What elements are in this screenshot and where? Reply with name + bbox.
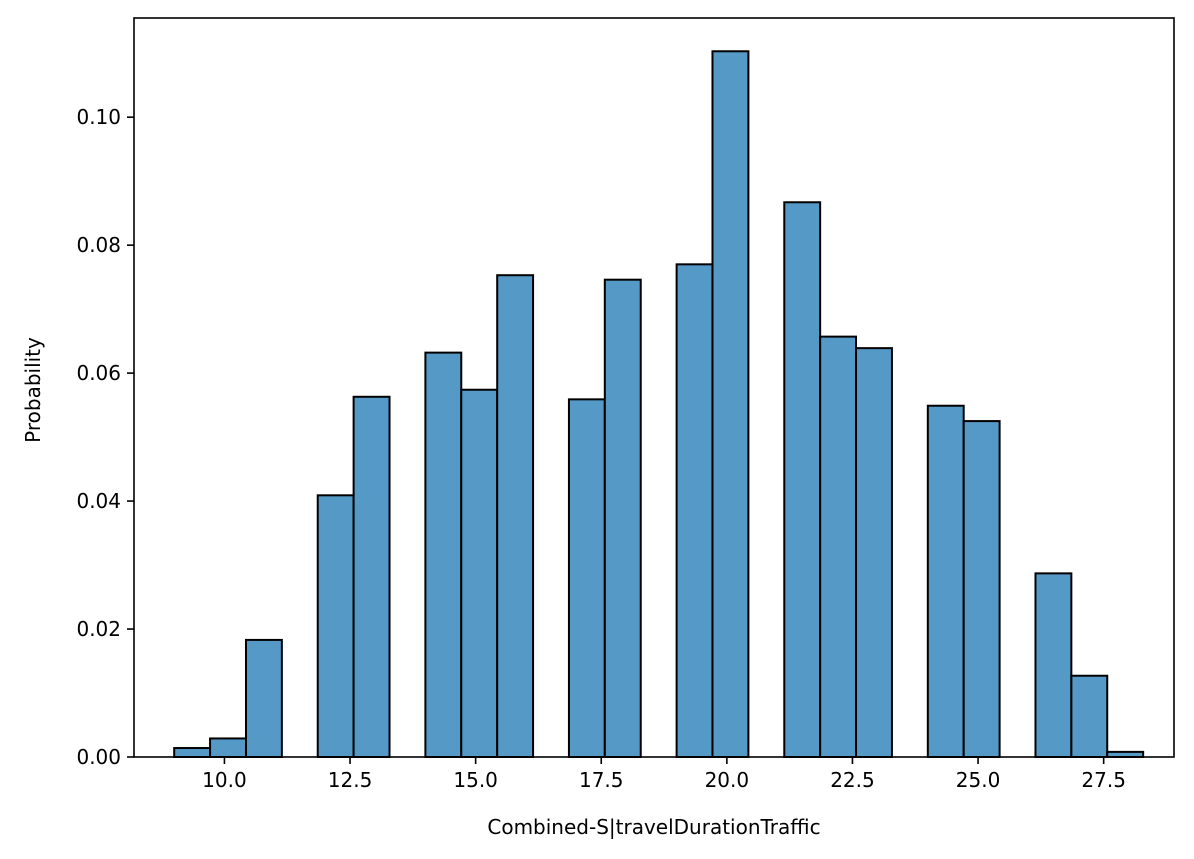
plot-frame xyxy=(133,17,1175,758)
y-tick-label: 0.00 xyxy=(76,745,121,769)
y-axis-ticks: 0.00 0.02 0.04 0.06 0.08 0.10 xyxy=(76,105,134,769)
x-tick-label: 12.5 xyxy=(328,768,373,792)
histogram-bar xyxy=(1070,674,1109,758)
y-tick-label: 0.06 xyxy=(76,361,121,385)
histogram-bar xyxy=(567,398,606,758)
bars-group xyxy=(173,50,1145,759)
x-tick-label: 22.5 xyxy=(830,768,875,792)
histogram-bar xyxy=(711,50,750,758)
x-tick-label: 25.0 xyxy=(956,768,1001,792)
y-axis-title: Probability xyxy=(21,337,45,443)
histogram-bar xyxy=(855,347,893,758)
histogram-bar xyxy=(424,351,463,758)
y-tick-label: 0.04 xyxy=(76,489,121,513)
histogram-bar xyxy=(460,388,499,758)
x-tick-label: 27.5 xyxy=(1081,768,1126,792)
histogram-bar xyxy=(352,395,391,758)
histogram-bar xyxy=(1034,572,1073,758)
histogram-bar xyxy=(675,263,714,758)
histogram-bar xyxy=(316,494,355,758)
y-tick-label: 0.08 xyxy=(76,233,121,257)
x-tick-label: 10.0 xyxy=(202,768,247,792)
x-tick-label: 17.5 xyxy=(579,768,624,792)
histogram-bar xyxy=(819,335,858,758)
histogram-bar xyxy=(962,420,1001,758)
histogram-bar xyxy=(209,737,247,759)
x-tick-label: 20.0 xyxy=(705,768,750,792)
histogram-bar xyxy=(783,201,822,758)
y-tick-label: 0.10 xyxy=(76,105,121,129)
histogram-bar xyxy=(173,747,212,758)
histogram-bar xyxy=(926,404,965,758)
y-tick-label: 0.02 xyxy=(76,617,121,641)
histogram-bar xyxy=(244,638,283,758)
x-tick-label: 15.0 xyxy=(453,768,498,792)
histogram-bar xyxy=(496,274,535,758)
x-axis-title: Combined-S|travelDurationTraffic xyxy=(487,815,820,839)
x-axis-ticks: 10.0 12.5 15.0 17.5 20.0 22.5 25.0 27.5 xyxy=(202,757,1126,792)
histogram-bar xyxy=(603,278,642,758)
